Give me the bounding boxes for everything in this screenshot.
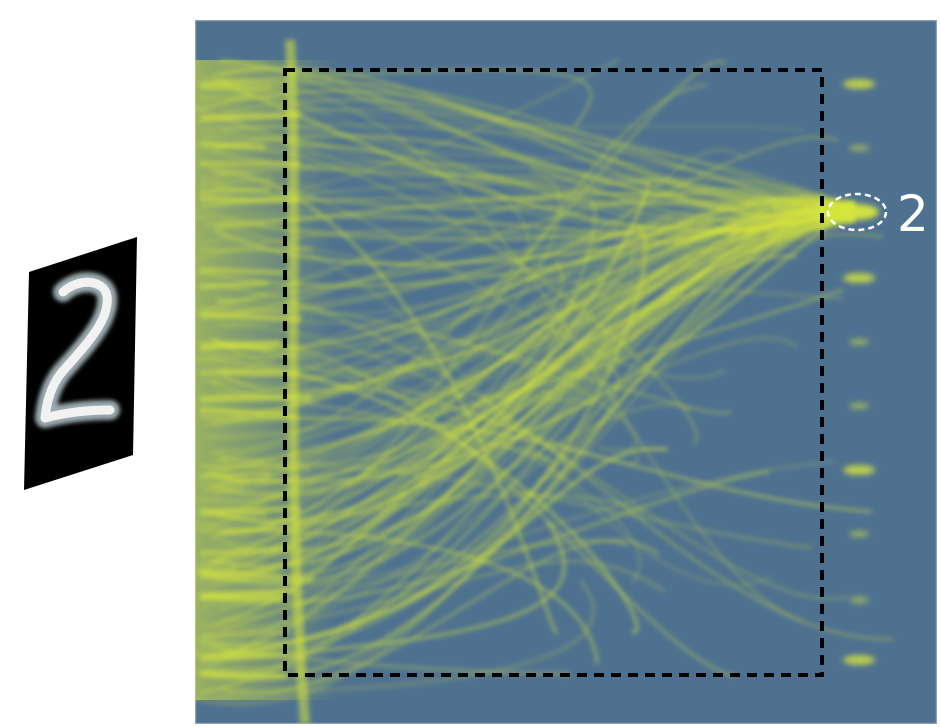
light-ray <box>214 215 856 381</box>
detector-spot <box>849 597 869 603</box>
input-streak <box>199 408 294 418</box>
light-ray <box>207 147 856 233</box>
input-digit-glyph-core <box>40 277 115 423</box>
input-streak <box>199 80 287 84</box>
light-ray <box>207 283 894 641</box>
input-streak <box>199 594 284 602</box>
detection-region-border <box>283 68 824 677</box>
input-streak <box>199 82 272 89</box>
light-ray <box>213 416 872 514</box>
light-ray <box>224 529 599 664</box>
input-streak <box>199 247 313 252</box>
light-ray <box>210 150 856 221</box>
light-ray <box>195 107 856 230</box>
light-ray <box>202 493 645 571</box>
input-streak <box>199 548 294 555</box>
light-rays <box>195 39 894 724</box>
detector-spot <box>849 403 869 409</box>
light-ray <box>223 520 566 660</box>
detector-spot <box>843 465 875 475</box>
light-ray <box>197 212 856 629</box>
input-streak <box>199 629 290 638</box>
detector-spot <box>843 273 875 283</box>
light-ray <box>215 202 856 559</box>
input-streak <box>199 186 271 195</box>
light-ray <box>204 203 856 237</box>
input-digit-panel <box>0 0 190 727</box>
input-streak <box>199 567 282 578</box>
light-ray <box>208 253 636 539</box>
detector-spot <box>843 655 875 665</box>
input-streak <box>199 112 303 119</box>
selected-detector-label: 2 <box>897 185 929 243</box>
input-streak <box>199 178 273 185</box>
input-streak <box>199 306 291 312</box>
input-streak <box>199 588 297 598</box>
light-ray <box>196 220 856 577</box>
light-ray <box>205 202 856 242</box>
input-streak <box>199 196 299 203</box>
light-ray <box>223 340 736 678</box>
light-ray <box>220 209 856 462</box>
input-streak <box>199 339 282 351</box>
input-streak <box>199 472 272 478</box>
light-ray <box>221 539 628 631</box>
light-ray <box>206 390 551 670</box>
light-ray <box>223 579 595 696</box>
detector-spot <box>849 531 869 537</box>
input-streak <box>199 652 271 659</box>
input-digit-image <box>24 237 137 490</box>
light-ray <box>206 198 856 426</box>
light-ray <box>210 149 744 439</box>
input-streak <box>199 671 287 679</box>
detector-spot <box>849 145 869 151</box>
light-ray <box>195 212 843 300</box>
detector-spot <box>843 79 875 89</box>
detector-spots <box>835 79 879 665</box>
detector-spot <box>835 204 879 220</box>
light-ray <box>202 162 657 333</box>
input-streak <box>199 465 310 470</box>
light-ray <box>222 403 692 556</box>
light-ray <box>195 83 804 132</box>
input-streak <box>199 574 314 583</box>
input-streak <box>199 95 291 100</box>
input-streak <box>199 654 300 662</box>
light-ridge <box>285 39 310 724</box>
input-streak <box>199 84 288 95</box>
input-streak <box>199 281 269 289</box>
propagation-field <box>195 20 937 724</box>
input-streak <box>199 267 289 276</box>
light-ray <box>217 290 700 517</box>
propagation-field-panel <box>195 20 937 724</box>
light-ray <box>207 201 856 378</box>
light-ray <box>199 218 856 358</box>
input-streak <box>199 113 300 122</box>
light-ray <box>220 539 661 693</box>
input-streak <box>199 394 312 403</box>
input-streak <box>199 140 266 151</box>
light-ray <box>222 365 568 482</box>
light-ray <box>195 559 666 643</box>
input-streak <box>199 313 302 321</box>
light-ray <box>209 469 770 605</box>
light-ray <box>223 218 856 653</box>
selected-detector-marker <box>826 192 888 232</box>
input-streak <box>199 478 299 486</box>
input-streak <box>199 510 268 517</box>
light-ray <box>220 259 564 372</box>
detector-spot <box>849 339 869 345</box>
